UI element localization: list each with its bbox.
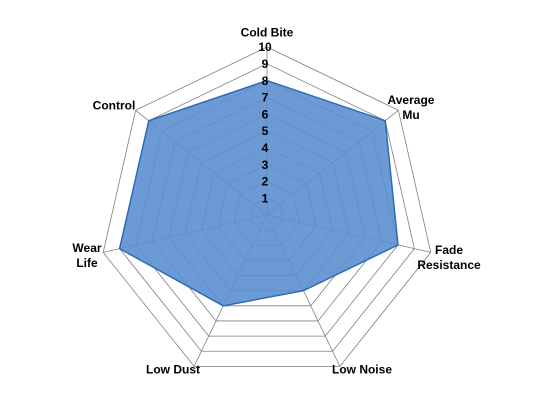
r-tick-label: 3 <box>262 158 269 172</box>
grid-ring <box>102 46 432 367</box>
r-tick-label: 5 <box>262 124 269 138</box>
r-tick-label: 6 <box>262 107 269 121</box>
axis-label: Average Mu <box>387 93 435 122</box>
axis-label: Low Noise <box>331 362 392 377</box>
axis-label: Low Dust <box>146 362 200 377</box>
axis-label: Wear Life <box>72 241 102 270</box>
r-tick-label: 2 <box>262 175 269 189</box>
r-tick-label: 9 <box>262 57 269 71</box>
axis-label: Control <box>92 98 136 113</box>
axis-label: Fade Resistance <box>417 243 481 272</box>
series-area <box>118 79 399 307</box>
r-tick-label: 10 <box>258 40 272 54</box>
r-tick-label: 1 <box>262 191 269 205</box>
r-tick-label: 7 <box>262 91 269 105</box>
axis-label: Cold Bite <box>240 25 294 40</box>
r-tick-label: 8 <box>262 74 269 88</box>
r-tick-label: 4 <box>262 141 269 155</box>
